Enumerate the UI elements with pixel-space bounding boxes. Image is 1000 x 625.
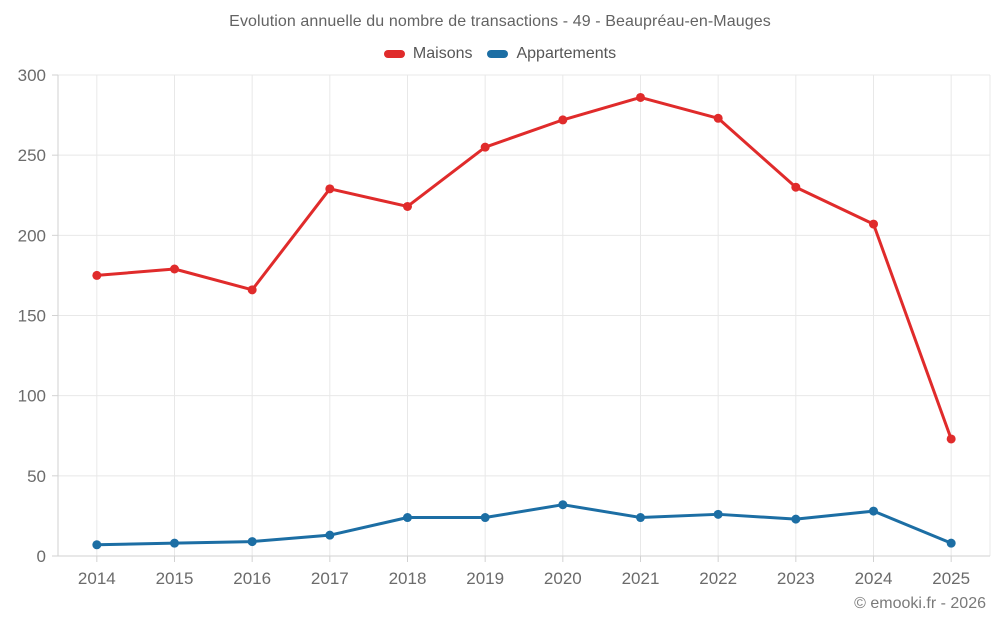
y-tick-label-300: 300 [18,66,46,85]
series-line-maisons [95,95,953,441]
chart-title: Evolution annuelle du nombre de transact… [229,13,771,30]
data-point-maisons-2025[interactable] [946,434,956,444]
data-point-appartements-2025[interactable] [946,538,956,548]
data-point-appartements-2017[interactable] [325,530,335,540]
x-tick-label-2021: 2021 [622,569,660,588]
data-point-maisons-2019[interactable] [480,142,490,152]
data-point-appartements-2022[interactable] [713,509,723,519]
legend-label-maisons: Maisons [412,45,473,62]
data-point-appartements-2019[interactable] [480,513,490,523]
legend-swatch-maisons [383,50,405,58]
legend-swatch-appartements [487,50,509,58]
data-point-appartements-2020[interactable] [558,500,568,510]
y-tick-label-150: 150 [18,307,46,326]
data-point-appartements-2018[interactable] [403,513,412,523]
x-tick-label-2023: 2023 [777,569,815,588]
data-point-maisons-2014[interactable] [92,270,102,280]
x-tick-label-2017: 2017 [311,569,349,588]
data-point-maisons-2023[interactable] [791,182,801,192]
x-tick-label-2014: 2014 [78,569,116,588]
data-point-maisons-2015[interactable] [170,264,179,274]
x-tick-label-2022: 2022 [699,569,737,588]
copyright-label: © emooki.fr - 2026 [854,595,986,612]
x-tick-label-2015: 2015 [156,569,194,588]
legend-label-appartements: Appartements [516,45,617,62]
x-tick-label-2019: 2019 [466,569,504,588]
x-tick-label-2024: 2024 [855,569,893,588]
data-point-appartements-2016[interactable] [247,537,257,547]
data-point-maisons-2020[interactable] [558,115,568,125]
x-tick-label-2016: 2016 [233,569,271,588]
data-point-appartements-2014[interactable] [92,540,102,550]
data-point-maisons-2024[interactable] [869,219,878,229]
data-point-maisons-2021[interactable] [636,92,645,102]
y-tick-label-50: 50 [27,467,46,486]
legend-item-appartements[interactable]: Appartements [487,45,616,63]
data-point-appartements-2015[interactable] [170,538,179,548]
y-tick-label-100: 100 [18,387,46,406]
data-point-appartements-2021[interactable] [636,513,645,523]
data-point-maisons-2022[interactable] [713,113,723,123]
y-tick-label-0: 0 [37,547,46,566]
x-tick-label-2025: 2025 [932,569,970,588]
data-point-appartements-2023[interactable] [791,514,801,524]
series-line-appartements [95,503,953,547]
x-tick-label-2018: 2018 [389,569,427,588]
y-tick-label-200: 200 [18,226,46,245]
data-point-maisons-2016[interactable] [247,285,257,295]
x-tick-label-2020: 2020 [544,569,582,588]
chart-legend: Maisons Appartements [0,45,1000,63]
y-tick-label-250: 250 [18,146,46,165]
legend-item-maisons[interactable]: Maisons [383,45,473,63]
data-point-appartements-2024[interactable] [869,506,878,516]
data-point-maisons-2018[interactable] [403,201,412,211]
data-point-maisons-2017[interactable] [325,184,335,194]
